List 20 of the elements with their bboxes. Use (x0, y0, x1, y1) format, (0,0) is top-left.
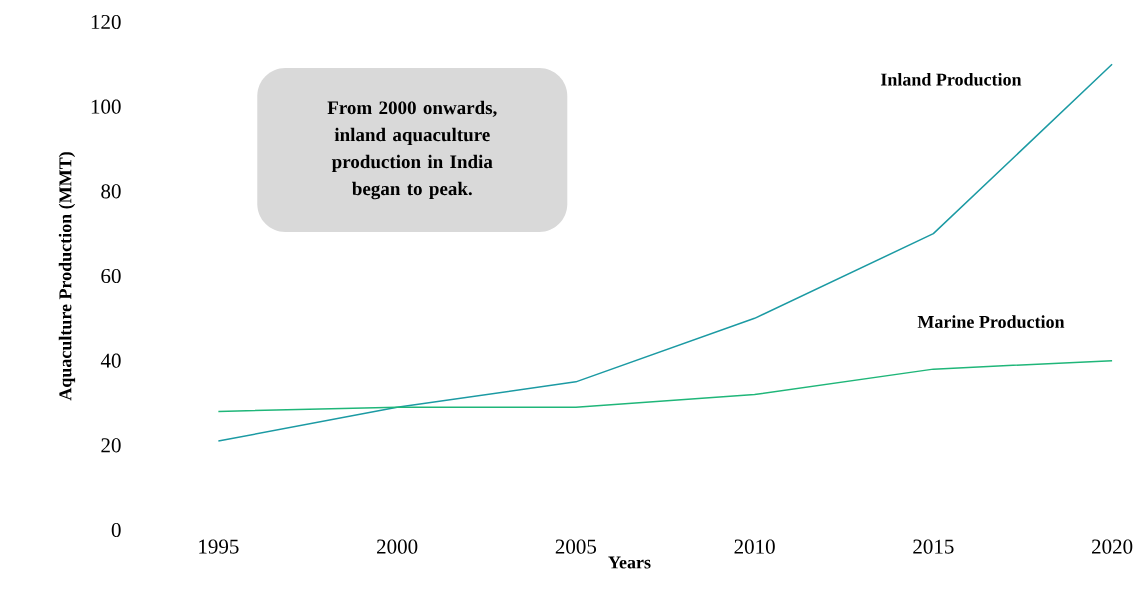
y-tick-label: 100 (91, 99, 121, 114)
x-tick-label: 2010 (734, 539, 775, 554)
y-tick-label: 40 (100, 353, 121, 368)
line-series (217, 359, 1113, 413)
x-tick-label: 2015 (913, 539, 954, 554)
series-label: Marine Production (917, 315, 1065, 329)
line-series (217, 63, 1113, 442)
x-tick-label: 2000 (377, 539, 418, 554)
annotation: From 2000 onwards, inland aquaculture production in India began to peak. (327, 100, 497, 200)
y-tick-label: 20 (101, 438, 121, 453)
x-tick-label: 2020 (1092, 539, 1133, 554)
y-tick-label: 120 (91, 14, 121, 30)
y-tick-label: 60 (101, 268, 121, 284)
y-tick-label: 80 (101, 184, 121, 199)
y-tick-label: 0 (111, 522, 121, 538)
x-tick-label: 1995 (199, 539, 239, 554)
x-tick-label: 2005 (555, 539, 597, 554)
text: Inland Production (880, 72, 1022, 86)
y-axis-title: Aquaculture Production (MMT) (58, 152, 76, 401)
x-axis-title: Years (608, 556, 651, 569)
